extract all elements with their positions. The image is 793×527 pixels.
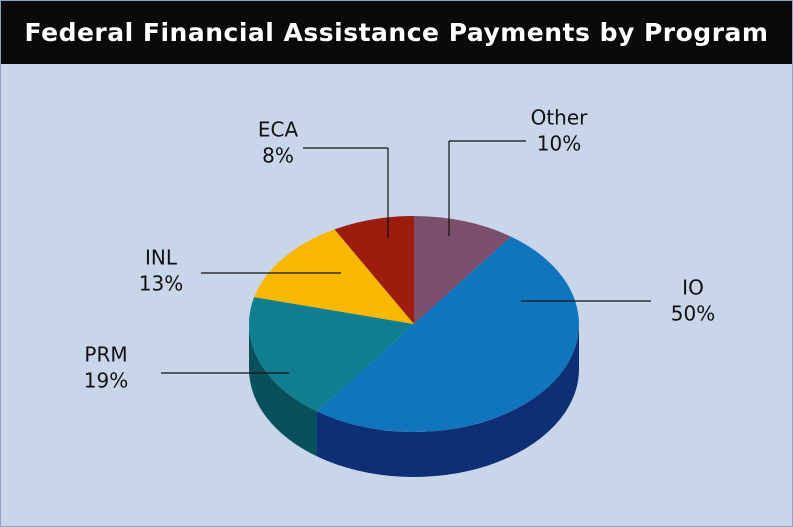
chart-title: Federal Financial Assistance Payments by…	[1, 1, 792, 64]
slice-value-label: 50%	[671, 302, 715, 326]
slice-label: INL	[145, 246, 178, 270]
slice-side	[317, 324, 579, 478]
slice	[317, 236, 579, 432]
slice-label: PRM	[84, 343, 127, 367]
slice	[249, 297, 414, 412]
slice	[254, 229, 414, 324]
slice-label: ECA	[258, 118, 299, 142]
slice-value-label: 13%	[139, 272, 183, 296]
slice	[334, 216, 414, 324]
slice-label: IO	[682, 276, 704, 300]
slice	[414, 216, 511, 324]
slice-side	[249, 324, 318, 457]
slice-value-label: 8%	[262, 144, 294, 168]
slice-label: Other	[531, 106, 589, 130]
slice-value-label: 10%	[537, 132, 581, 156]
pie	[249, 216, 579, 478]
slice-value-label: 19%	[84, 369, 128, 393]
